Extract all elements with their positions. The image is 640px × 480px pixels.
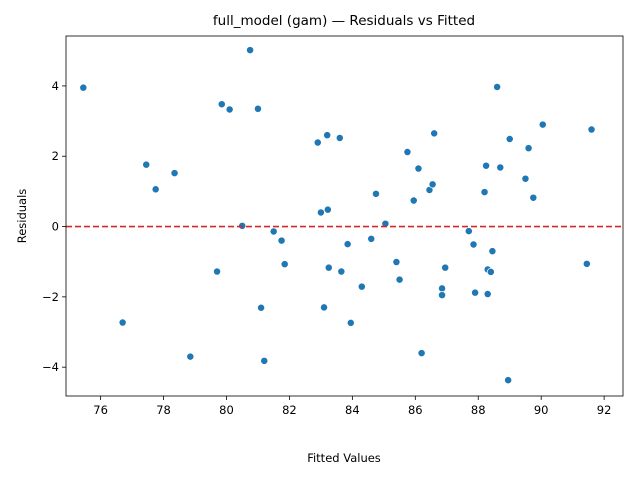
data-point-15 <box>269 227 278 236</box>
data-point-55 <box>504 376 513 385</box>
data-point-6 <box>186 352 195 361</box>
data-point-54 <box>496 163 505 172</box>
data-point-11 <box>246 46 255 55</box>
data-point-1 <box>79 83 88 92</box>
data-point-5 <box>170 169 179 178</box>
data-point-42 <box>438 291 447 300</box>
data-point-12 <box>254 104 262 113</box>
data-point-13 <box>257 303 266 312</box>
data-point-30 <box>372 189 380 198</box>
data-point-2 <box>118 318 127 327</box>
plot-frame <box>65 35 624 397</box>
x-tick-label: 76 <box>93 403 108 417</box>
data-point-43 <box>441 263 450 272</box>
data-point-45 <box>469 240 478 249</box>
data-point-14 <box>260 356 269 365</box>
y-tick-label: −2 <box>42 290 59 304</box>
x-axis: 76 78 80 82 84 86 88 90 92 <box>93 396 611 417</box>
x-tick-label: 84 <box>345 403 360 417</box>
data-point-33 <box>395 275 404 284</box>
data-point-35 <box>409 196 418 205</box>
data-point-39 <box>428 180 437 189</box>
data-point-34 <box>403 148 412 156</box>
data-point-52 <box>488 247 497 256</box>
data-point-21 <box>323 131 332 140</box>
data-point-8 <box>217 100 226 109</box>
y-tick-label: 0 <box>52 220 59 234</box>
data-point-50 <box>483 290 492 298</box>
y-tick-label: 4 <box>52 79 59 93</box>
data-point-23 <box>324 263 333 272</box>
data-point-37 <box>417 349 426 358</box>
data-point-62 <box>587 125 596 134</box>
data-point-28 <box>357 282 366 291</box>
x-tick-label: 78 <box>156 403 171 417</box>
data-point-56 <box>505 135 514 143</box>
y-tick-label: 2 <box>52 149 59 163</box>
data-point-4 <box>151 185 160 194</box>
data-point-26 <box>343 240 352 249</box>
data-point-9 <box>225 105 234 114</box>
data-point-3 <box>142 160 151 169</box>
chart-title: full_model (gam) — Residuals vs Fitted <box>213 13 475 29</box>
data-point-44 <box>464 227 473 236</box>
x-tick-label: 88 <box>471 403 486 417</box>
data-point-17 <box>280 260 289 269</box>
data-point-58 <box>524 144 533 153</box>
data-point-61 <box>582 259 591 268</box>
y-axis: −4 −2 0 2 4 <box>42 79 66 374</box>
data-point-46 <box>471 288 480 297</box>
data-point-7 <box>213 267 222 276</box>
data-point-57 <box>521 174 530 183</box>
x-tick-label: 82 <box>282 403 297 417</box>
data-point-36 <box>414 164 423 173</box>
data-point-22 <box>323 205 332 214</box>
data-point-20 <box>320 303 328 312</box>
y-axis-label: Residuals <box>15 189 29 244</box>
data-point-53 <box>493 83 502 91</box>
data-point-60 <box>538 120 547 129</box>
data-point-27 <box>346 318 355 327</box>
data-point-19 <box>316 208 325 217</box>
data-point-29 <box>367 234 376 243</box>
data-point-16 <box>277 236 286 245</box>
x-tick-label: 86 <box>408 403 423 417</box>
data-point-59 <box>529 193 538 202</box>
data-point-51 <box>486 267 495 276</box>
data-point-48 <box>482 161 491 170</box>
data-point-40 <box>430 129 439 138</box>
y-tick-label: −4 <box>42 360 59 374</box>
data-point-25 <box>337 267 346 276</box>
x-axis-label: Fitted Values <box>307 451 381 465</box>
data-point-47 <box>480 188 489 197</box>
x-tick-label: 80 <box>219 403 234 417</box>
data-point-18 <box>313 138 322 147</box>
plot-area <box>66 46 623 385</box>
x-tick-label: 92 <box>597 403 612 417</box>
data-point-32 <box>392 258 401 267</box>
data-point-41 <box>438 284 447 293</box>
data-point-24 <box>335 134 344 142</box>
x-tick-label: 90 <box>534 403 549 417</box>
